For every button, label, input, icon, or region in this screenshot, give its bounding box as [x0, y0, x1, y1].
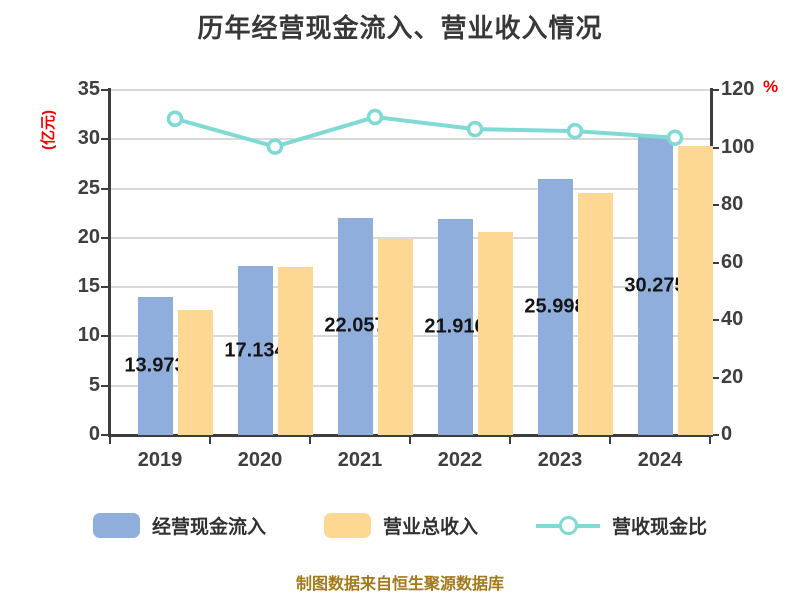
plot-area: 13.973 17.134 22.057 21.916 25.998 30.275 — [110, 89, 713, 435]
right-axis-tick — [710, 146, 719, 149]
right-axis-tick — [710, 261, 719, 264]
x-axis-tick — [209, 435, 211, 444]
right-axis-tick-label: 100 — [721, 135, 755, 158]
gridline — [110, 89, 710, 91]
data-source-footer: 制图数据来自恒生聚源数据库 — [295, 576, 504, 593]
bar-revenue-2024 — [677, 146, 713, 435]
bar-revenue-2023 — [577, 192, 613, 435]
right-axis-tick-label: 0 — [721, 423, 733, 445]
legend-line-marker-icon — [536, 513, 600, 538]
right-axis-tick — [710, 319, 719, 321]
left-axis-tick — [101, 335, 110, 338]
chart-title: 历年经营现金流入、营业收入情况 — [197, 13, 603, 43]
left-axis-tick-label: 35 — [77, 78, 100, 100]
left-axis-tick — [101, 286, 110, 289]
left-axis-tick — [101, 434, 110, 436]
ratio-marker-2024 — [666, 129, 684, 146]
left-axis-tick — [101, 236, 110, 239]
gridline — [110, 236, 710, 239]
y-axis-left-line — [108, 88, 111, 437]
legend-item-cash-revenue-ratio: 营收现金比 — [536, 512, 707, 539]
right-axis-tick — [710, 89, 719, 91]
left-axis-tick-label: 15 — [77, 275, 100, 298]
ratio-marker-2022 — [466, 120, 484, 138]
bar-operating-cash-2023 — [537, 178, 573, 435]
ratio-marker-2023 — [566, 122, 584, 140]
left-axis-tick-label: 10 — [77, 324, 100, 347]
right-axis-tick-label: 120 — [721, 78, 755, 100]
bar-value-label-2023: 25.998 — [524, 295, 586, 318]
ratio-marker-2019 — [166, 110, 184, 127]
bar-operating-cash-2022 — [437, 218, 473, 435]
x-axis-tick — [309, 435, 311, 444]
legend-item-total-revenue: 营业总收入 — [323, 512, 478, 539]
left-axis-tick-label: 25 — [77, 176, 100, 199]
left-axis-tick — [101, 187, 110, 190]
left-axis-tick — [101, 384, 110, 387]
x-axis-label: 2023 — [537, 449, 583, 471]
legend: 经营现金流入 营业总收入 营收现金比 — [0, 512, 800, 539]
gridline — [110, 187, 710, 190]
bar-operating-cash-2024 — [637, 136, 673, 435]
legend-label: 经营现金流入 — [151, 517, 266, 538]
bar-value-label-2021: 22.057 — [324, 314, 386, 337]
ratio-marker-2020 — [266, 138, 284, 155]
legend-label: 营业总收入 — [382, 517, 478, 538]
x-axis-label: 2019 — [137, 449, 183, 471]
right-axis-unit-label: % — [763, 77, 779, 96]
x-axis-tick — [709, 435, 711, 444]
right-axis-tick-label: 40 — [721, 308, 744, 330]
right-axis-tick-label: 80 — [721, 193, 744, 215]
bar-operating-cash-2020 — [237, 266, 273, 435]
right-axis-tick — [710, 434, 719, 436]
bar-revenue-2022 — [477, 231, 513, 435]
x-axis-label: 2021 — [337, 449, 383, 471]
x-axis-label: 2022 — [437, 449, 483, 471]
left-axis-tick — [101, 138, 110, 141]
legend-swatch-orange — [323, 513, 371, 538]
left-axis-tick — [101, 89, 110, 91]
left-axis-tick-label: 0 — [88, 423, 100, 445]
x-axis-tick — [109, 435, 111, 444]
x-axis-label: 2020 — [237, 449, 283, 471]
legend-label: 营收现金比 — [612, 517, 708, 538]
right-axis-tick-label: 60 — [721, 250, 744, 273]
ratio-marker-2021 — [366, 108, 384, 126]
bar-revenue-2020 — [277, 266, 313, 435]
bar-operating-cash-2021 — [337, 217, 373, 435]
left-axis-tick-label: 30 — [77, 127, 100, 150]
right-axis-tick — [710, 204, 719, 206]
bar-value-label-2024: 30.275 — [624, 274, 686, 297]
ratio-line — [174, 114, 676, 149]
left-axis-tick-label: 20 — [77, 225, 100, 248]
bar-operating-cash-2019 — [137, 297, 173, 435]
ratio-line-series — [166, 108, 684, 155]
right-axis-tick-label: 20 — [721, 365, 744, 388]
legend-item-operating-cash-inflow: 经营现金流入 — [92, 512, 266, 539]
left-axis-tick-label: 5 — [88, 373, 100, 396]
x-axis-label: 2024 — [637, 449, 683, 471]
bar-value-label-2022: 21.916 — [424, 315, 486, 338]
bar-revenue-2021 — [377, 238, 413, 435]
x-axis-line — [108, 434, 712, 437]
gridline — [110, 138, 710, 141]
right-axis-tick — [710, 376, 719, 379]
x-axis-tick — [409, 435, 411, 444]
x-axis-tick — [509, 435, 511, 444]
bar-value-label-2020: 17.134 — [224, 339, 286, 362]
bar-value-label-2019: 13.973 — [124, 354, 186, 377]
legend-swatch-blue — [92, 513, 140, 538]
bar-revenue-2019 — [177, 309, 213, 435]
x-axis-tick — [609, 435, 611, 444]
